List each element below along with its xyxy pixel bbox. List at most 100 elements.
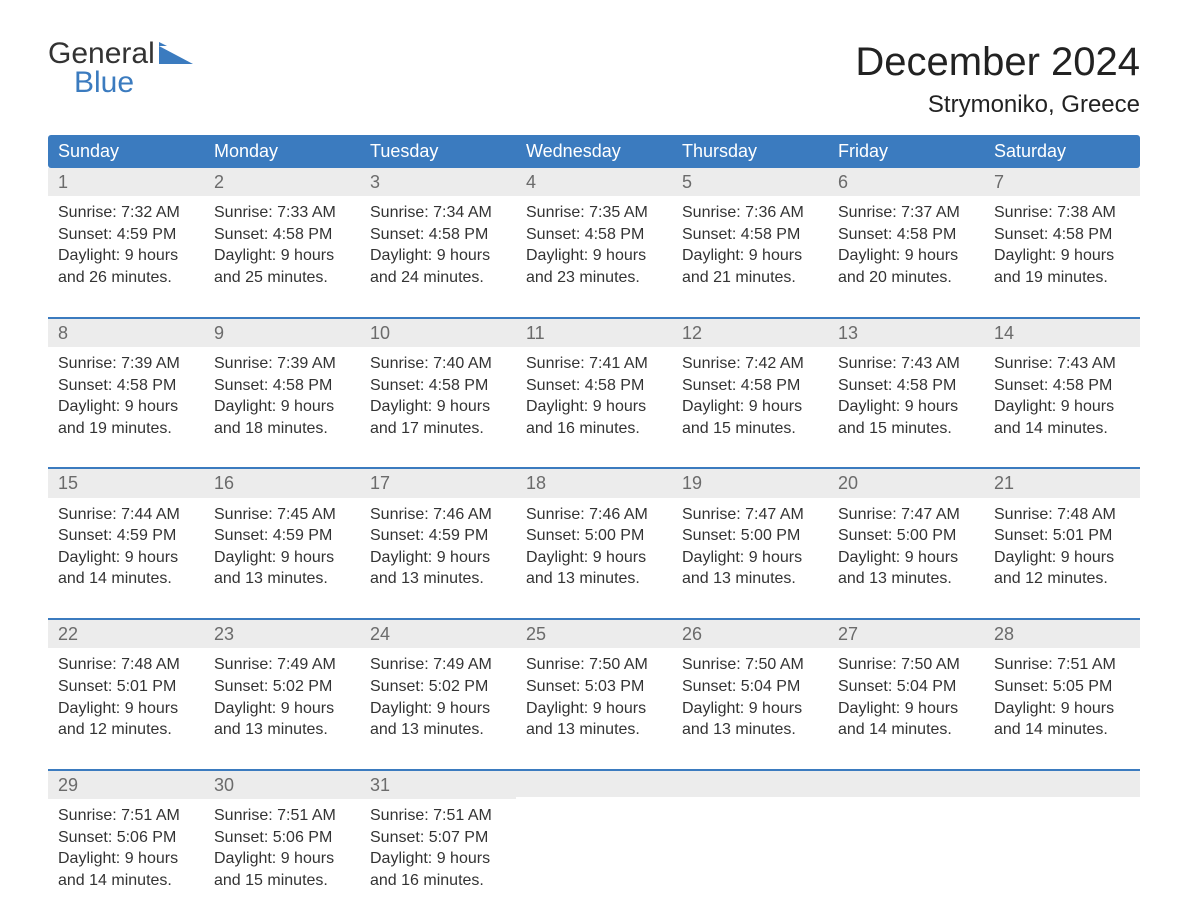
calendar-cell: 27Sunrise: 7:50 AMSunset: 5:04 PMDayligh… <box>828 620 984 751</box>
sunset-text: Sunset: 4:59 PM <box>58 525 194 547</box>
daylight-text: Daylight: 9 hours <box>370 396 506 418</box>
calendar-cell: 28Sunrise: 7:51 AMSunset: 5:05 PMDayligh… <box>984 620 1140 751</box>
sunrise-text: Sunrise: 7:49 AM <box>370 654 506 676</box>
day-number: 29 <box>48 771 204 799</box>
weekday-monday: Monday <box>204 135 360 168</box>
day-number: 6 <box>828 168 984 196</box>
daylight-text-2: and 13 minutes. <box>682 719 818 741</box>
calendar-cell: 5Sunrise: 7:36 AMSunset: 4:58 PMDaylight… <box>672 168 828 299</box>
daylight-text-2: and 13 minutes. <box>370 568 506 590</box>
daylight-text: Daylight: 9 hours <box>838 245 974 267</box>
sunset-text: Sunset: 4:58 PM <box>994 224 1130 246</box>
day-number: 28 <box>984 620 1140 648</box>
brand-logo: General Blue <box>48 40 193 97</box>
day-number: 30 <box>204 771 360 799</box>
daylight-text-2: and 21 minutes. <box>682 267 818 289</box>
sunrise-text: Sunrise: 7:47 AM <box>682 504 818 526</box>
daylight-text-2: and 14 minutes. <box>58 568 194 590</box>
calendar-cell <box>828 771 984 902</box>
daylight-text-2: and 12 minutes. <box>58 719 194 741</box>
daylight-text: Daylight: 9 hours <box>682 396 818 418</box>
sunrise-text: Sunrise: 7:44 AM <box>58 504 194 526</box>
day-number: 21 <box>984 469 1140 497</box>
daylight-text-2: and 13 minutes. <box>838 568 974 590</box>
calendar-week: 8Sunrise: 7:39 AMSunset: 4:58 PMDaylight… <box>48 317 1140 450</box>
brand-blue: Blue <box>74 69 155 98</box>
sunrise-text: Sunrise: 7:48 AM <box>58 654 194 676</box>
day-number: 13 <box>828 319 984 347</box>
sunrise-text: Sunrise: 7:37 AM <box>838 202 974 224</box>
day-number: 27 <box>828 620 984 648</box>
sunset-text: Sunset: 5:06 PM <box>214 827 350 849</box>
calendar-week: 1Sunrise: 7:32 AMSunset: 4:59 PMDaylight… <box>48 168 1140 299</box>
sunset-text: Sunset: 5:00 PM <box>682 525 818 547</box>
day-number: 1 <box>48 168 204 196</box>
brand-text: General Blue <box>48 40 155 97</box>
daylight-text-2: and 15 minutes. <box>682 418 818 440</box>
daylight-text: Daylight: 9 hours <box>214 698 350 720</box>
weekday-saturday: Saturday <box>984 135 1140 168</box>
sunrise-text: Sunrise: 7:51 AM <box>58 805 194 827</box>
sunrise-text: Sunrise: 7:50 AM <box>838 654 974 676</box>
daylight-text: Daylight: 9 hours <box>526 245 662 267</box>
daylight-text-2: and 14 minutes. <box>994 418 1130 440</box>
daylight-text-2: and 19 minutes. <box>994 267 1130 289</box>
daylight-text: Daylight: 9 hours <box>526 698 662 720</box>
day-number <box>984 771 1140 797</box>
day-number <box>828 771 984 797</box>
sunset-text: Sunset: 4:58 PM <box>526 375 662 397</box>
daylight-text-2: and 17 minutes. <box>370 418 506 440</box>
sunrise-text: Sunrise: 7:46 AM <box>370 504 506 526</box>
weekday-header: Sunday Monday Tuesday Wednesday Thursday… <box>48 135 1140 168</box>
calendar-cell: 19Sunrise: 7:47 AMSunset: 5:00 PMDayligh… <box>672 469 828 600</box>
weekday-sunday: Sunday <box>48 135 204 168</box>
daylight-text-2: and 24 minutes. <box>370 267 506 289</box>
day-number: 22 <box>48 620 204 648</box>
calendar-cell <box>984 771 1140 902</box>
daylight-text: Daylight: 9 hours <box>838 547 974 569</box>
calendar-cell: 22Sunrise: 7:48 AMSunset: 5:01 PMDayligh… <box>48 620 204 751</box>
calendar-cell: 4Sunrise: 7:35 AMSunset: 4:58 PMDaylight… <box>516 168 672 299</box>
day-number: 7 <box>984 168 1140 196</box>
calendar-cell <box>516 771 672 902</box>
brand-general: General <box>48 40 155 69</box>
daylight-text: Daylight: 9 hours <box>526 547 662 569</box>
calendar-cell: 2Sunrise: 7:33 AMSunset: 4:58 PMDaylight… <box>204 168 360 299</box>
daylight-text: Daylight: 9 hours <box>838 698 974 720</box>
calendar-cell: 25Sunrise: 7:50 AMSunset: 5:03 PMDayligh… <box>516 620 672 751</box>
daylight-text: Daylight: 9 hours <box>838 396 974 418</box>
calendar-cell: 13Sunrise: 7:43 AMSunset: 4:58 PMDayligh… <box>828 319 984 450</box>
daylight-text-2: and 13 minutes. <box>214 568 350 590</box>
calendar-cell: 3Sunrise: 7:34 AMSunset: 4:58 PMDaylight… <box>360 168 516 299</box>
calendar-cell: 16Sunrise: 7:45 AMSunset: 4:59 PMDayligh… <box>204 469 360 600</box>
sunrise-text: Sunrise: 7:33 AM <box>214 202 350 224</box>
sunset-text: Sunset: 4:59 PM <box>370 525 506 547</box>
calendar-cell: 11Sunrise: 7:41 AMSunset: 4:58 PMDayligh… <box>516 319 672 450</box>
sunset-text: Sunset: 4:58 PM <box>682 375 818 397</box>
day-number: 31 <box>360 771 516 799</box>
sunrise-text: Sunrise: 7:38 AM <box>994 202 1130 224</box>
daylight-text: Daylight: 9 hours <box>214 547 350 569</box>
daylight-text: Daylight: 9 hours <box>994 547 1130 569</box>
calendar: Sunday Monday Tuesday Wednesday Thursday… <box>48 135 1140 901</box>
sunrise-text: Sunrise: 7:51 AM <box>994 654 1130 676</box>
sunset-text: Sunset: 5:01 PM <box>994 525 1130 547</box>
daylight-text: Daylight: 9 hours <box>370 698 506 720</box>
day-number: 8 <box>48 319 204 347</box>
calendar-cell: 18Sunrise: 7:46 AMSunset: 5:00 PMDayligh… <box>516 469 672 600</box>
header: General Blue December 2024 Strymoniko, G… <box>48 40 1140 129</box>
calendar-cell: 7Sunrise: 7:38 AMSunset: 4:58 PMDaylight… <box>984 168 1140 299</box>
day-number: 19 <box>672 469 828 497</box>
sunset-text: Sunset: 5:05 PM <box>994 676 1130 698</box>
calendar-cell: 15Sunrise: 7:44 AMSunset: 4:59 PMDayligh… <box>48 469 204 600</box>
calendar-cell: 23Sunrise: 7:49 AMSunset: 5:02 PMDayligh… <box>204 620 360 751</box>
day-number <box>516 771 672 797</box>
calendar-cell: 29Sunrise: 7:51 AMSunset: 5:06 PMDayligh… <box>48 771 204 902</box>
calendar-cell: 20Sunrise: 7:47 AMSunset: 5:00 PMDayligh… <box>828 469 984 600</box>
sunrise-text: Sunrise: 7:40 AM <box>370 353 506 375</box>
daylight-text: Daylight: 9 hours <box>994 396 1130 418</box>
weekday-tuesday: Tuesday <box>360 135 516 168</box>
calendar-week: 15Sunrise: 7:44 AMSunset: 4:59 PMDayligh… <box>48 467 1140 600</box>
sunset-text: Sunset: 4:59 PM <box>58 224 194 246</box>
sunrise-text: Sunrise: 7:43 AM <box>994 353 1130 375</box>
